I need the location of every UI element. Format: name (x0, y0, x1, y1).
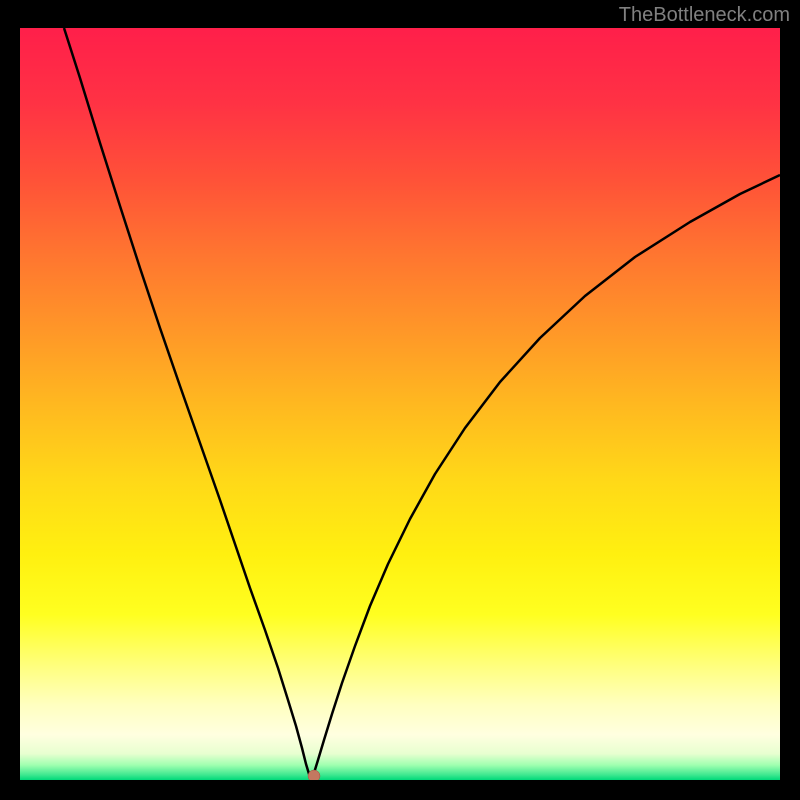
chart-container: TheBottleneck.com (0, 0, 800, 800)
minimum-marker (308, 770, 320, 780)
watermark-text: TheBottleneck.com (619, 4, 790, 27)
plot-area (20, 28, 780, 780)
chart-svg (20, 28, 780, 780)
gradient-background (20, 28, 780, 780)
